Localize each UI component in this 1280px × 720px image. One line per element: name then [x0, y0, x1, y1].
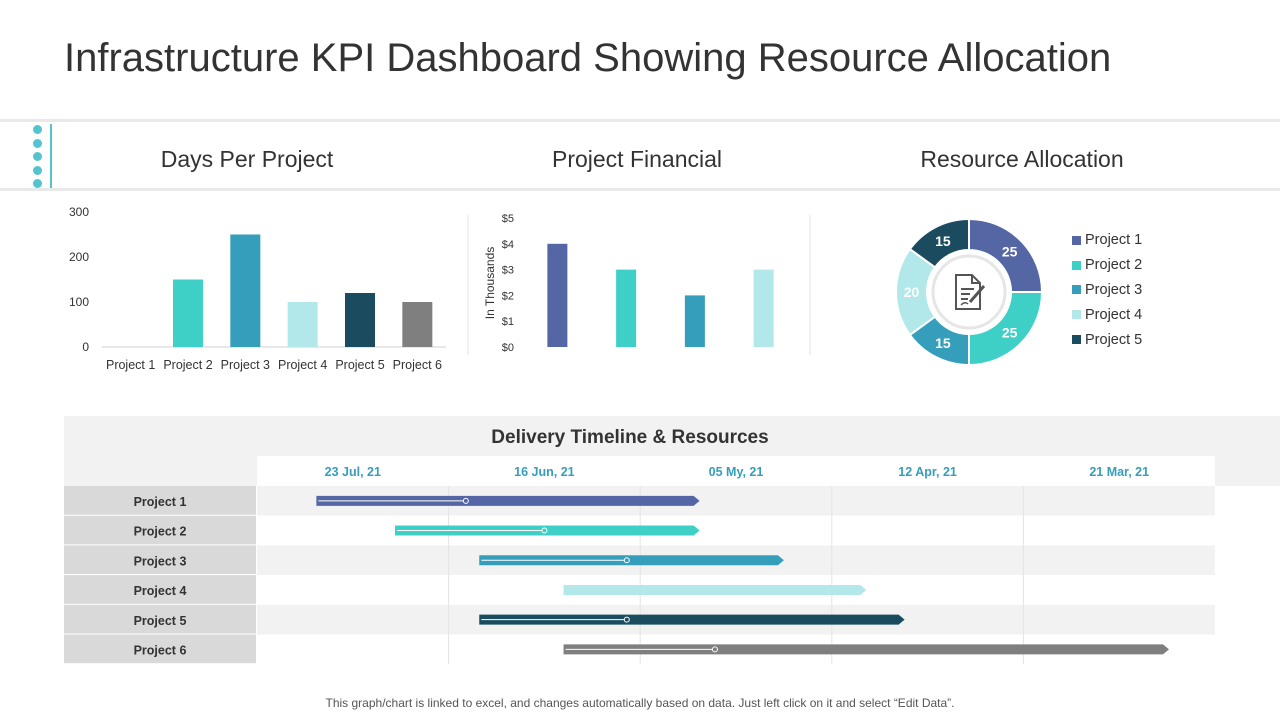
section-header-band	[0, 119, 1280, 195]
timeline-column-header-bg	[448, 456, 641, 486]
legend-item: Project 2	[1072, 253, 1142, 278]
days-x-tick-label: Project 5	[335, 358, 384, 372]
heading-days-per-project: Days Per Project	[160, 146, 334, 172]
timeline-bar	[563, 584, 867, 595]
footer-note: This graph/chart is linked to excel, and…	[325, 696, 955, 710]
days-bar	[345, 293, 375, 347]
pie-data-label: 25	[1002, 243, 1018, 259]
days-x-tick-label: Project 4	[278, 358, 327, 372]
timeline-row-label-bg	[64, 545, 256, 575]
financial-y-tick-label: $5	[502, 213, 514, 225]
days-x-tick-label: Project 6	[393, 358, 442, 372]
pie-legend: Project 1 Project 2 Project 3 Project 4 Proj…	[1072, 228, 1142, 352]
financial-bar	[547, 243, 568, 347]
timeline-row-label: Project 4	[134, 584, 187, 598]
days-bar	[402, 302, 433, 347]
timeline-row-label: Project 2	[134, 525, 187, 539]
timeline-column-header: 21 Mar, 21	[1089, 465, 1149, 479]
timeline-progress-marker	[623, 557, 630, 564]
legend-label: Project 3	[1085, 281, 1143, 298]
pie-slice	[908, 217, 970, 269]
timeline-column-header: 23 Jul, 21	[325, 465, 381, 479]
timeline-row-label-bg	[64, 634, 256, 664]
days-bar	[287, 302, 318, 347]
legend-swatch	[1072, 335, 1081, 345]
timeline-column-header-bg	[831, 456, 1024, 486]
timeline-column-header-bg	[640, 456, 832, 486]
timeline-row-label-bg	[64, 515, 256, 545]
financial-bar	[616, 269, 637, 347]
days-bar	[173, 279, 203, 347]
timeline-column-header-bg	[257, 456, 449, 486]
legend-item: Project 4	[1072, 302, 1142, 327]
days-y-tick-label: 200	[69, 250, 89, 264]
days-y-tick-label: 300	[69, 205, 89, 219]
band-top-divider	[0, 119, 1280, 122]
timeline-row-label-bg	[64, 604, 256, 634]
timeline-row-label-bg	[64, 575, 256, 604]
pie-data-label: 20	[904, 284, 920, 300]
financial-bar	[753, 269, 774, 347]
days-x-tick-label: Project 1	[106, 358, 155, 372]
days-bar	[230, 234, 261, 347]
legend-item: Project 3	[1072, 278, 1142, 303]
legend-swatch	[1072, 260, 1081, 270]
financial-y-tick-label: $4	[502, 239, 514, 251]
legend-swatch	[1072, 310, 1081, 320]
legend-swatch	[1072, 285, 1081, 295]
legend-label: Project 1	[1085, 232, 1143, 249]
financial-y-axis-label: In Thousands	[483, 247, 497, 320]
timeline-bar	[479, 555, 784, 566]
days-x-tick-label: Project 2	[163, 358, 212, 372]
legend-label: Project 5	[1085, 331, 1143, 348]
legend-item: Project 1	[1072, 228, 1142, 253]
pie-data-label: 25	[1002, 325, 1018, 341]
timeline-row-label: Project 1	[134, 495, 187, 509]
legend-label: Project 4	[1085, 306, 1143, 323]
financial-y-tick-label: $2	[502, 290, 514, 302]
timeline-column-header-bg	[1023, 456, 1215, 486]
pie-data-label: 15	[935, 233, 951, 249]
heading-project-financial: Project Financial	[551, 146, 723, 172]
financial-y-tick-label: $1	[502, 316, 514, 328]
heading-resource-allocation: Resource Allocation	[920, 146, 1124, 172]
financial-y-tick-label: $3	[502, 265, 514, 277]
timeline-column-header: 16 Jun, 21	[514, 465, 574, 479]
timeline-row-label: Project 3	[134, 554, 187, 568]
days-x-tick-label: Project 3	[221, 358, 270, 372]
legend-item: Project 5	[1072, 327, 1142, 352]
timeline-row-label: Project 5	[134, 614, 187, 628]
legend-swatch	[1072, 235, 1081, 245]
financial-y-tick-label: $0	[502, 342, 514, 354]
timeline-bar	[316, 495, 700, 506]
financial-bar	[684, 295, 705, 347]
timeline-progress-marker	[462, 497, 469, 504]
timeline-progress-marker	[711, 646, 718, 653]
timeline-column-header: 12 Apr, 21	[898, 465, 957, 479]
timeline-row-label: Project 6	[134, 644, 187, 658]
timeline-progress-marker	[623, 616, 630, 623]
band-panel	[50, 124, 1280, 188]
days-y-tick-label: 0	[82, 340, 89, 354]
days-y-tick-label: 100	[69, 295, 89, 309]
timeline-column-header: 05 My, 21	[709, 465, 764, 479]
timeline-bar	[479, 614, 905, 625]
legend-label: Project 2	[1085, 257, 1143, 274]
timeline-title: Delivery Timeline & Resources	[491, 427, 768, 448]
timeline-row-label-bg	[64, 486, 256, 515]
dots-decoration	[33, 125, 42, 193]
pie-data-label: 15	[935, 335, 951, 351]
band-bottom-divider	[0, 188, 1280, 191]
timeline-progress-marker	[541, 527, 548, 534]
page-title: Infrastructure KPI Dashboard Showing Res…	[64, 36, 1112, 80]
document-edit-icon	[950, 272, 986, 312]
